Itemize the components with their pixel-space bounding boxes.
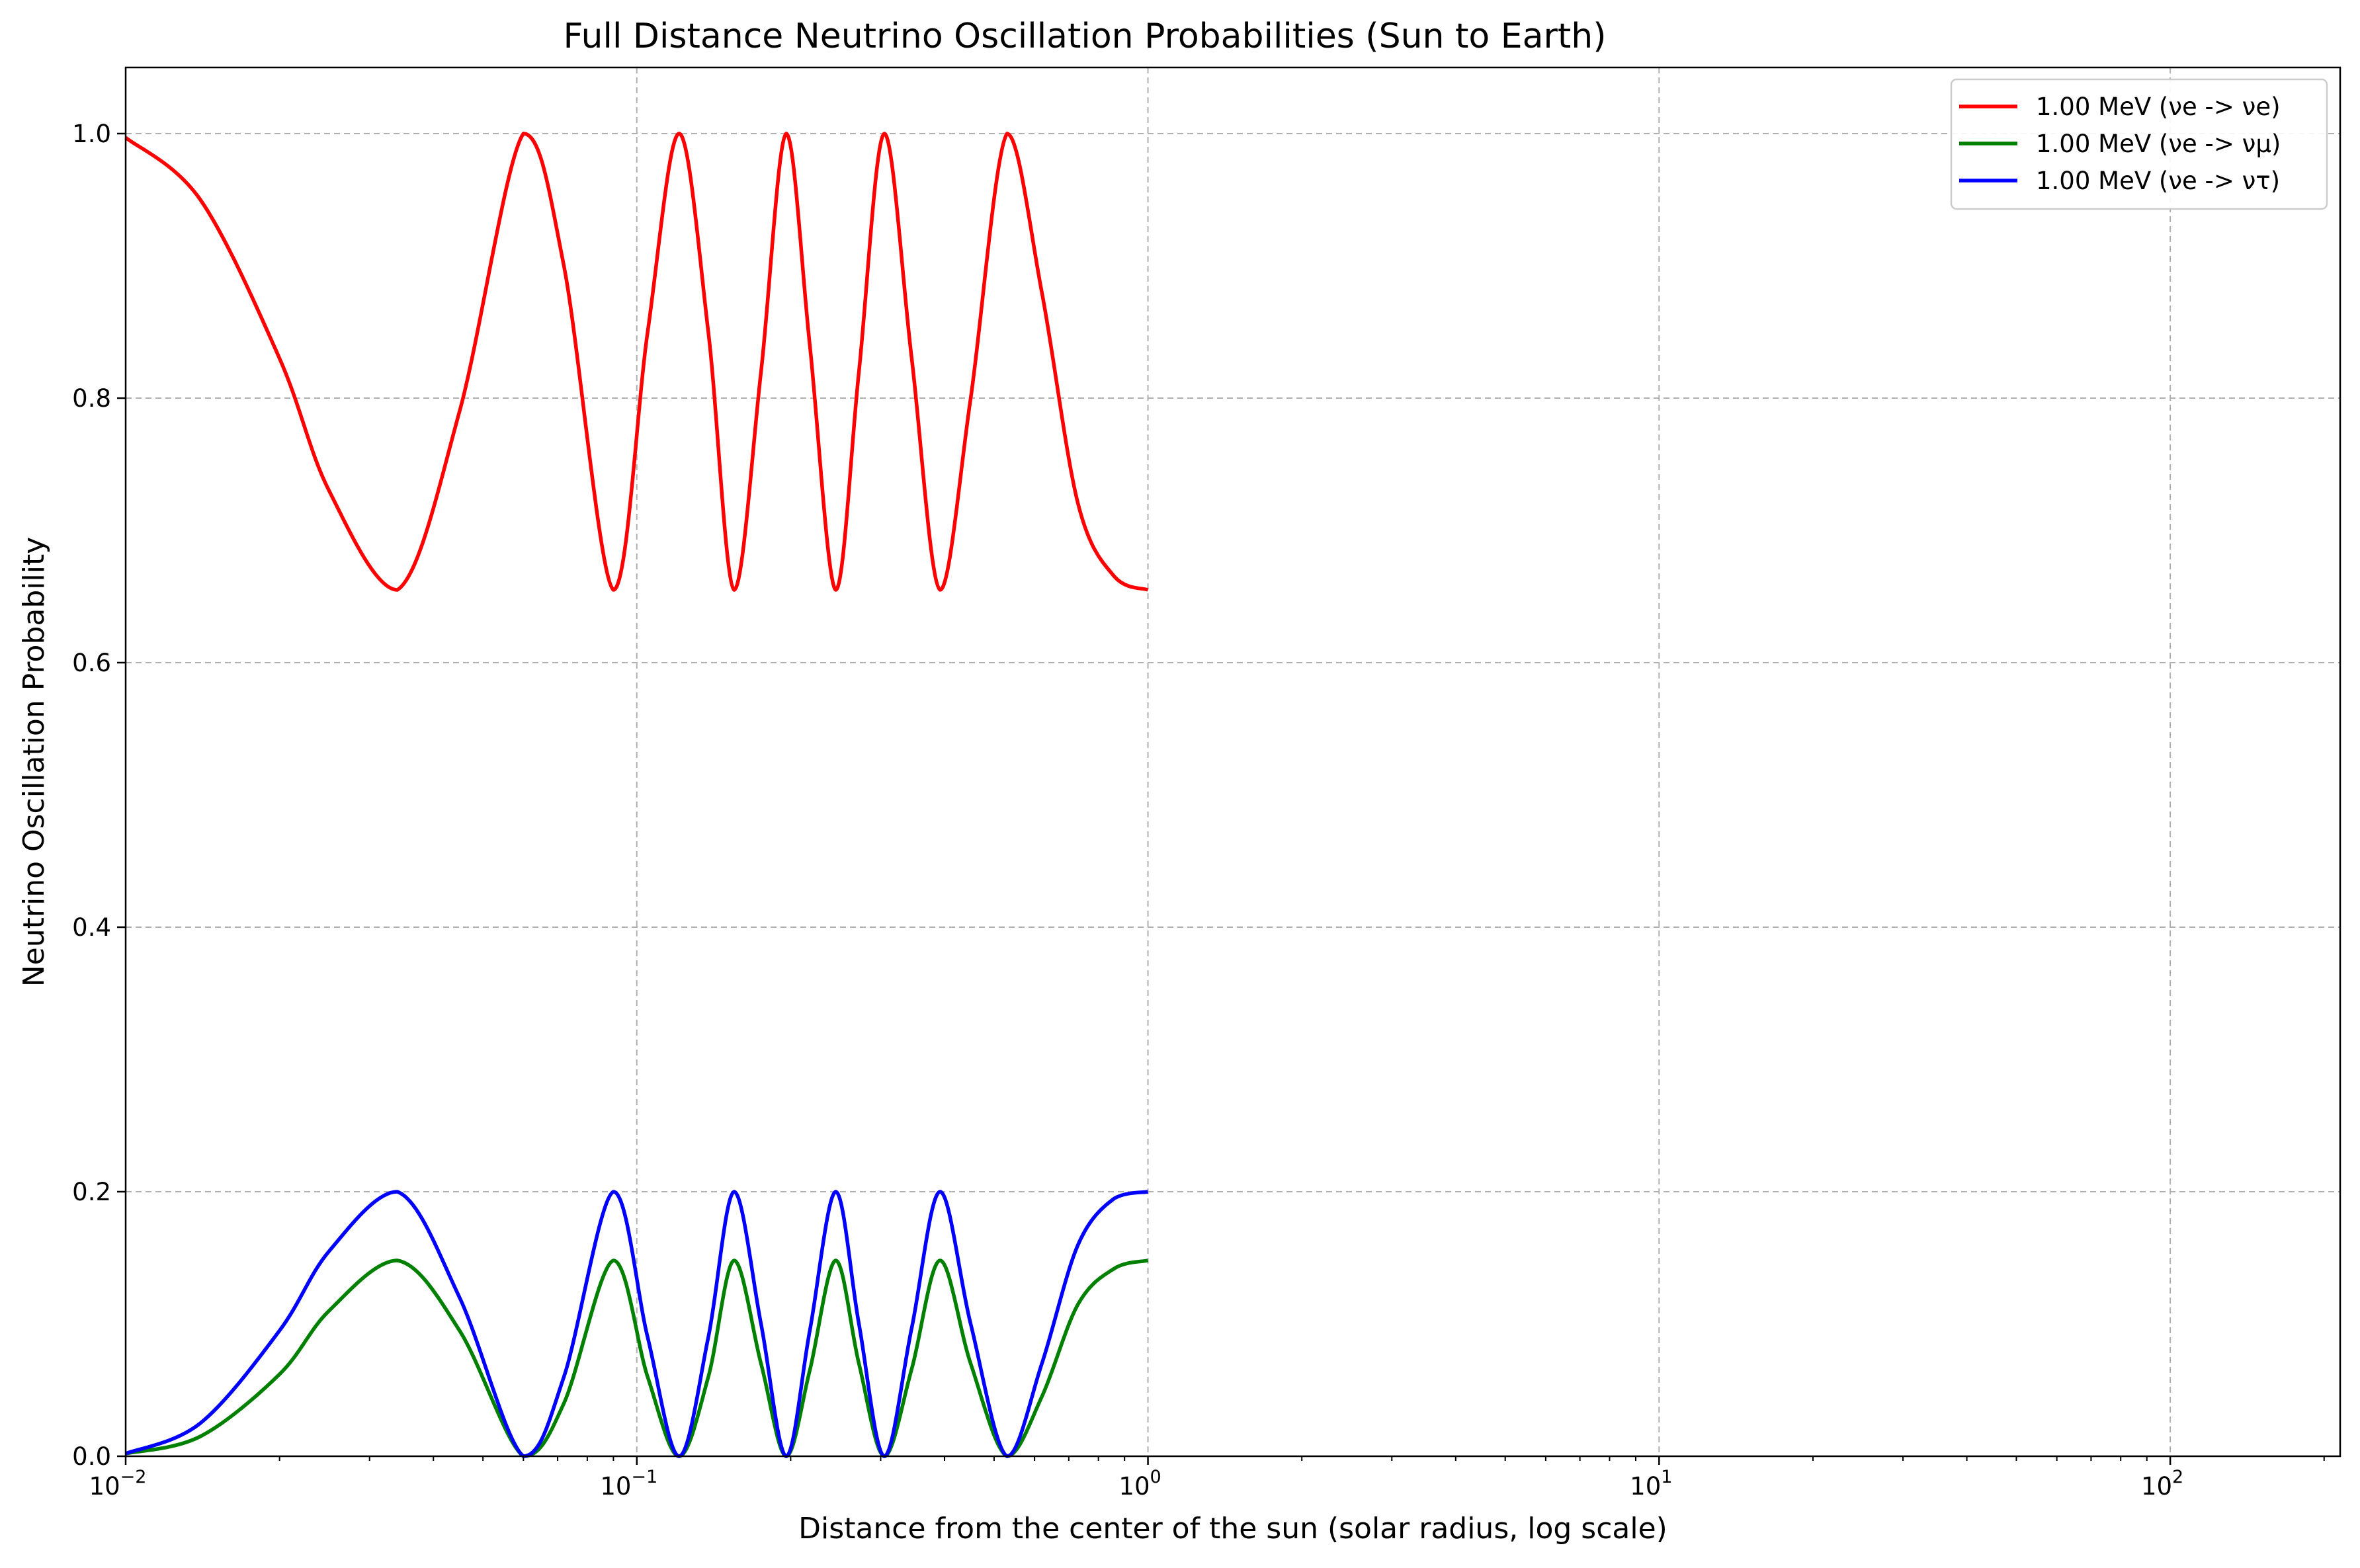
x-tick-exponent: −2	[120, 1467, 147, 1487]
y-tick-label: 0.8	[72, 384, 111, 413]
legend-label: 1.00 MeV (νe -> νe)	[2036, 93, 2281, 121]
x-tick-base: 10	[89, 1472, 120, 1501]
series-line-2	[124, 1190, 1149, 1458]
y-tick-label: 0.2	[72, 1178, 111, 1206]
x-tick-base: 10	[600, 1472, 631, 1501]
x-tick-label: 102	[2141, 1467, 2183, 1501]
plot-frame	[124, 66, 2341, 1458]
y-tick-label: 0.0	[72, 1442, 111, 1471]
x-axis-label: Distance from the center of the sun (sol…	[798, 1512, 1667, 1546]
x-tick-label: 101	[1630, 1467, 1672, 1501]
x-tick-exponent: 0	[1150, 1467, 1161, 1487]
chart-title: Full Distance Neutrino Oscillation Proba…	[563, 17, 1606, 56]
x-tick-base: 10	[2141, 1472, 2172, 1501]
series-line-0	[124, 132, 1149, 592]
y-axis-label: Neutrino Oscillation Probability	[17, 537, 51, 987]
x-tick-exponent: −1	[631, 1467, 657, 1487]
x-tick-label: 100	[1118, 1467, 1161, 1501]
x-tick-exponent: 2	[2172, 1467, 2183, 1487]
y-tick-label: 0.4	[72, 913, 111, 942]
series-line-1	[125, 1259, 1149, 1458]
legend-label: 1.00 MeV (νe -> νμ)	[2036, 130, 2281, 158]
x-tick-base: 10	[1118, 1472, 1150, 1501]
legend: 1.00 MeV (νe -> νe) 1.00 MeV (νe -> νμ) 1.…	[1950, 78, 2328, 210]
y-tick-label: 0.6	[72, 649, 111, 677]
x-tick-label: 10−2	[89, 1467, 147, 1501]
legend-label: 1.00 MeV (νe -> ντ)	[2036, 167, 2280, 195]
y-tick-label: 1.0	[72, 120, 111, 148]
x-tick-label: 10−1	[600, 1467, 657, 1501]
x-tick-exponent: 1	[1661, 1467, 1672, 1487]
x-tick-base: 10	[1630, 1472, 1661, 1501]
legend-frame	[1950, 78, 2328, 210]
